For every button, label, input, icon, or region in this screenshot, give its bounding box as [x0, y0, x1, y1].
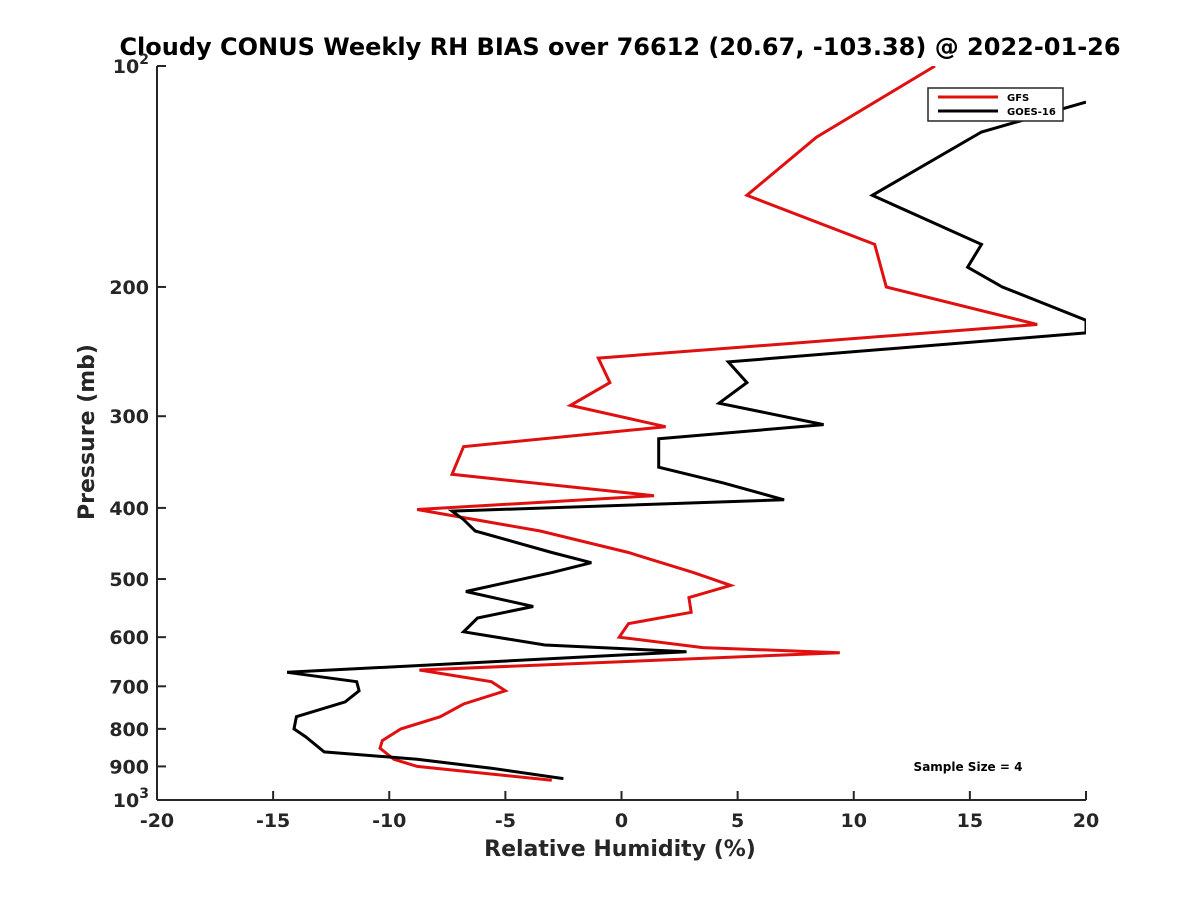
series-line-gfs	[378, 66, 1038, 782]
sample-size-annotation: Sample Size = 4	[914, 760, 1023, 774]
x-tick-label: 15	[957, 810, 983, 832]
x-axis-label: Relative Humidity (%)	[484, 837, 756, 862]
series-line-goes-16	[286, 100, 1086, 781]
x-tick-label: 5	[731, 810, 744, 832]
chart-title: Cloudy CONUS Weekly RH BIAS over 76612 (…	[119, 33, 1120, 61]
x-tick-label: -10	[372, 810, 406, 832]
y-tick-label: 200	[109, 277, 149, 299]
x-tick-label: 0	[615, 810, 628, 832]
y-tick-label: 300	[109, 406, 149, 428]
y-tick-label: 900	[109, 756, 149, 778]
x-tick-label: 20	[1073, 810, 1099, 832]
y-tick-label: 103	[113, 786, 149, 812]
legend-label-gfs: GFS	[1007, 93, 1029, 104]
y-axis-label: Pressure (mb)	[75, 344, 100, 520]
x-tick-label: -20	[140, 810, 174, 832]
y-tick-label: 700	[109, 676, 149, 698]
y-tick-label: 500	[109, 569, 149, 591]
y-axis: 102 200 300 400 500 600 700 800 900 103	[109, 52, 166, 812]
series-layer	[286, 66, 1086, 782]
x-tick-label: 10	[841, 810, 867, 832]
y-tick-label: 400	[109, 498, 149, 520]
legend: GFS GOES-16	[927, 87, 1064, 122]
y-tick-label: 800	[109, 719, 149, 741]
y-tick-label: 102	[113, 52, 149, 78]
legend-label-goes-16: GOES-16	[1007, 107, 1056, 118]
x-tick-label: -5	[495, 810, 516, 832]
legend-box	[927, 87, 1064, 122]
y-tick-label: 600	[109, 627, 149, 649]
x-tick-label: -15	[256, 810, 290, 832]
x-axis: -20 -15 -10 -5 0 5 10 15 20	[140, 791, 1099, 832]
